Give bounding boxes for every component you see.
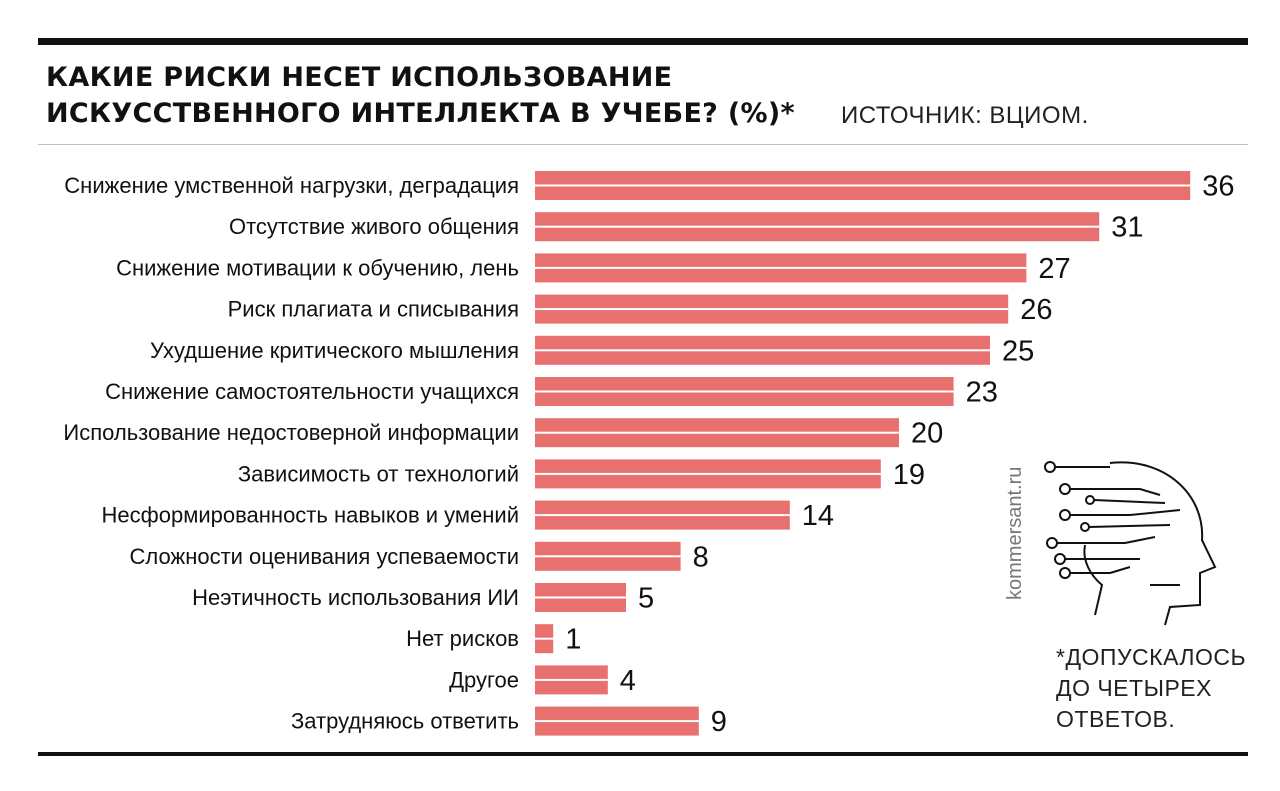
value-label: 23 — [966, 377, 998, 409]
value-label: 36 — [1202, 171, 1234, 203]
value-label: 4 — [620, 665, 636, 697]
bar-row: Снижение самостоятельности учащихся 23 — [105, 377, 998, 409]
value-label: 20 — [911, 418, 943, 450]
bar-row: Риск плагиата и списывания 26 — [228, 294, 1053, 326]
value-label: 27 — [1038, 253, 1070, 285]
category-label: Нет рисков — [406, 626, 519, 651]
bottom-rule — [38, 752, 1248, 756]
bar-stripe — [535, 225, 1100, 228]
bar-stripe — [535, 596, 626, 599]
category-label: Снижение умственной нагрузки, деградация — [64, 173, 519, 198]
bar-row: Неэтичность использования ИИ 5 — [192, 583, 654, 615]
title-line-1: КАКИЕ РИСКИ НЕСЕТ ИСПОЛЬЗОВАНИЕ — [46, 62, 673, 93]
title-line-2: ИСКУССТВЕННОГО ИНТЕЛЛЕКТА В УЧЕБЕ? (%)* — [46, 98, 795, 129]
bar-stripe — [535, 390, 954, 393]
category-label: Снижение самостоятельности учащихся — [105, 379, 519, 404]
ai-head-circuit-icon — [1044, 461, 1217, 626]
category-label: Другое — [449, 667, 519, 692]
value-label: 19 — [893, 459, 925, 491]
value-label: 26 — [1020, 294, 1052, 326]
bar-stripe — [535, 514, 790, 517]
bar-stripe — [535, 472, 881, 475]
bar-row: Затрудняюсь ответить 9 — [291, 706, 727, 738]
bar-stripe — [535, 678, 608, 681]
bar-stripe — [535, 637, 554, 640]
category-label: Сложности оценивания успеваемости — [130, 544, 519, 569]
top-rule — [38, 38, 1248, 45]
footnote: *ДОПУСКАЛОСЬ ДО ЧЕТЫРЕХ ОТВЕТОВ. — [1056, 642, 1246, 735]
footnote-line-1: *ДОПУСКАЛОСЬ — [1056, 644, 1247, 670]
category-label: Снижение мотивации к обучению, лень — [116, 255, 519, 280]
value-label: 31 — [1111, 212, 1143, 244]
category-label: Ухудшение критического мышления — [150, 338, 519, 363]
bar-row: Зависимость от технологий 19 — [238, 459, 925, 491]
bar-row: Другое 4 — [449, 665, 636, 697]
source-note: ИСТОЧНИК: ВЦИОМ. — [841, 102, 1089, 129]
bar-row: Снижение мотивации к обучению, лень 27 — [116, 253, 1071, 285]
value-label: 5 — [638, 583, 654, 615]
header-divider — [38, 144, 1248, 145]
bar-row: Отсутствие живого общения 31 — [229, 212, 1143, 244]
value-label: 8 — [693, 541, 709, 573]
category-label: Несформированность навыков и умений — [102, 503, 519, 528]
chart-title: КАКИЕ РИСКИ НЕСЕТ ИСПОЛЬЗОВАНИЕ ИСКУССТВ… — [46, 60, 795, 132]
value-label: 1 — [565, 624, 581, 656]
bar-stripe — [535, 555, 681, 558]
bar-row: Несформированность навыков и умений 14 — [102, 500, 835, 532]
bar-stripe — [535, 431, 899, 434]
watermark: kommersant.ru — [1004, 466, 1026, 600]
bar-row: Снижение умственной нагрузки, деградация… — [64, 171, 1234, 203]
bar-stripe — [535, 349, 990, 352]
category-label: Зависимость от технологий — [238, 461, 519, 486]
category-label: Неэтичность использования ИИ — [192, 585, 519, 610]
value-label: 9 — [711, 706, 727, 738]
category-label: Риск плагиата и списывания — [228, 297, 519, 322]
footnote-line-3: ОТВЕТОВ. — [1056, 706, 1176, 732]
value-label: 14 — [802, 500, 834, 532]
bar-row: Сложности оценивания успеваемости 8 — [130, 541, 709, 573]
value-label: 25 — [1002, 335, 1034, 367]
bar-stripe — [535, 720, 699, 723]
category-label: Затрудняюсь ответить — [291, 709, 519, 734]
bar-stripe — [535, 308, 1009, 311]
bar-stripe — [535, 266, 1027, 269]
footnote-line-2: ДО ЧЕТЫРЕХ — [1056, 675, 1212, 701]
bar-row: Ухудшение критического мышления 25 — [150, 335, 1034, 367]
category-label: Отсутствие живого общения — [229, 214, 519, 239]
bar-stripe — [535, 184, 1191, 187]
bar-row: Нет рисков 1 — [406, 624, 581, 656]
category-label: Использование недостоверной информации — [63, 420, 519, 445]
bar-row: Использование недостоверной информации 20 — [63, 418, 943, 450]
